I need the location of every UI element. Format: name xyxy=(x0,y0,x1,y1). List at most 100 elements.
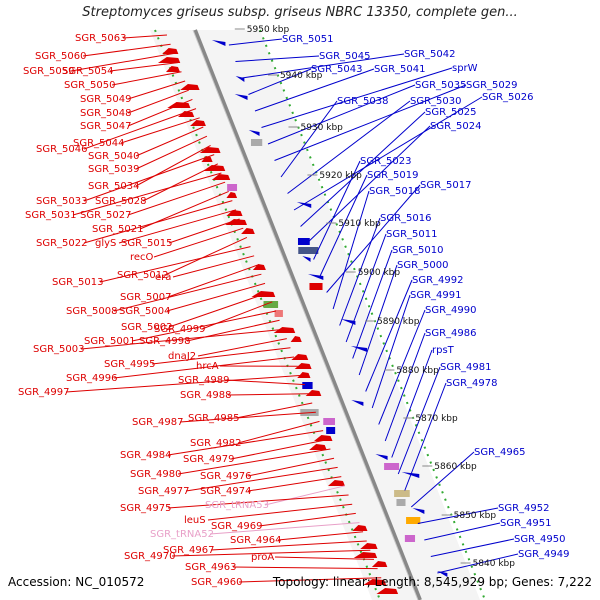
gene-label-SGR_5041: SGR_5041 xyxy=(374,64,426,75)
gene-label-SGR_4964: SGR_4964 xyxy=(230,535,282,546)
genome-stats-text: Topology: linear; Length: 8,545,929 bp; … xyxy=(272,575,592,589)
gene-label-leuS: leuS xyxy=(184,515,206,526)
leader-line xyxy=(70,52,175,72)
scale-label: 5880 kbp xyxy=(396,366,439,376)
reverse-gene xyxy=(211,40,226,46)
gene-label-dnaJ2: dnaJ2 xyxy=(168,351,196,362)
gene-label-SGR_5022: SGR_5022 xyxy=(36,238,88,249)
leader-line xyxy=(293,96,483,211)
scale-label: 5850 kbp xyxy=(454,511,497,521)
gene-label-SGR_4963: SGR_4963 xyxy=(185,562,237,573)
gene-label-SGR_4975: SGR_4975 xyxy=(120,503,172,514)
gene-label-SGR_5040: SGR_5040 xyxy=(88,151,140,162)
reverse-gene xyxy=(248,130,260,136)
reverse-gene xyxy=(351,400,364,406)
gene-label-SGR_4985: SGR_4985 xyxy=(188,413,240,424)
genome-track xyxy=(150,29,486,600)
leader-line xyxy=(197,338,287,357)
leader-line xyxy=(120,117,200,144)
gene-label-era: era xyxy=(155,272,171,283)
leader-line xyxy=(237,420,320,444)
leader-line xyxy=(247,457,335,477)
gene-label-SGR_5030: SGR_5030 xyxy=(410,96,462,107)
forward-gene xyxy=(294,363,312,369)
leader-line xyxy=(248,68,312,95)
leader-line xyxy=(238,577,382,583)
reverse-gene xyxy=(375,454,388,460)
gene-label-SGR_5015: SGR_5015 xyxy=(121,238,173,249)
leader-line xyxy=(127,80,186,100)
leader-line xyxy=(207,503,353,521)
gene-label-SGR_4974: SGR_4974 xyxy=(200,486,252,497)
gene-label-SGR_4949: SGR_4949 xyxy=(518,549,570,560)
leader-line xyxy=(378,309,426,425)
gene-label-SGR_4978: SGR_4978 xyxy=(446,378,498,389)
gene-label-SGR_tRNA52: SGR_tRNA52 xyxy=(150,529,214,540)
feature-block xyxy=(250,139,263,146)
scale-label: 5860 kbp xyxy=(434,462,477,472)
leader-line xyxy=(113,273,262,312)
gene-label-SGR_4952: SGR_4952 xyxy=(498,503,550,514)
reverse-gene xyxy=(307,274,324,280)
gene-label-sprW: sprW xyxy=(452,63,478,74)
gene-label-SGR_4981: SGR_4981 xyxy=(440,362,492,373)
leader-line xyxy=(254,68,375,112)
gene-label-SGR_5008: SGR_5008 xyxy=(66,306,118,317)
gene-label-SGR_5060: SGR_5060 xyxy=(35,51,87,62)
leader-line xyxy=(319,174,368,277)
gene-label-SGR_4999: SGR_4999 xyxy=(154,324,206,335)
leader-line xyxy=(437,553,519,574)
leader-line xyxy=(280,100,338,178)
leader-line xyxy=(83,108,197,150)
gene-label-rpsT: rpsT xyxy=(432,345,455,356)
reverse-gene xyxy=(340,319,356,325)
forward-gene xyxy=(157,57,181,63)
scale-label: 5940 kbp xyxy=(280,71,323,81)
forward-gene xyxy=(376,588,399,594)
leader-line xyxy=(82,43,171,57)
leader-line xyxy=(352,249,393,359)
gene-label-SGR_5007: SGR_5007 xyxy=(120,292,172,303)
feature-block xyxy=(302,382,313,389)
forward-gene xyxy=(291,354,309,360)
gene-label-SGR_4967: SGR_4967 xyxy=(163,545,215,556)
leader-line xyxy=(358,264,398,376)
leader-line xyxy=(109,62,178,72)
forward-gene xyxy=(314,435,333,441)
gene-label-SGR_4980: SGR_4980 xyxy=(130,469,182,480)
leader-line xyxy=(72,172,222,216)
leader-line xyxy=(166,282,266,312)
gene-label-SGR_5035: SGR_5035 xyxy=(415,80,467,91)
leader-line xyxy=(172,255,255,278)
gene-label-SGR_4960: SGR_4960 xyxy=(191,577,243,588)
gene-label-SGR_4998: SGR_4998 xyxy=(139,336,191,347)
reverse-gene xyxy=(350,346,368,352)
gene-label-SGR_5010: SGR_5010 xyxy=(392,245,444,256)
leader-line xyxy=(365,279,413,392)
leader-line xyxy=(135,144,211,187)
leader-line xyxy=(164,236,248,276)
leader-line xyxy=(142,163,219,202)
leader-line xyxy=(339,217,381,326)
gene-label-SGR_4950: SGR_4950 xyxy=(514,534,566,545)
gene-label-SGR_5027: SGR_5027 xyxy=(80,210,132,221)
reverse-gene xyxy=(302,256,311,262)
leader-line xyxy=(430,538,515,557)
leader-line xyxy=(179,411,316,423)
leader-line xyxy=(384,332,426,442)
leader-line xyxy=(287,100,411,194)
gene-label-SGR_5047: SGR_5047 xyxy=(80,121,132,132)
gene-label-SGR_4992: SGR_4992 xyxy=(412,275,464,286)
gene-label-SGR_4970: SGR_4970 xyxy=(124,551,176,562)
leader-line xyxy=(127,98,193,127)
leader-line xyxy=(118,209,237,244)
leader-line xyxy=(274,556,374,560)
leader-line xyxy=(122,34,168,39)
track-band xyxy=(150,30,480,600)
gene-label-SGR_5054: SGR_5054 xyxy=(62,66,114,77)
forward-gene xyxy=(297,372,311,378)
gene-label-SGR_5051: SGR_5051 xyxy=(282,34,334,45)
gene-label-SGR_4996: SGR_4996 xyxy=(66,373,118,384)
leader-line xyxy=(135,126,204,157)
gene-label-hrcA: hrcA xyxy=(196,361,219,372)
